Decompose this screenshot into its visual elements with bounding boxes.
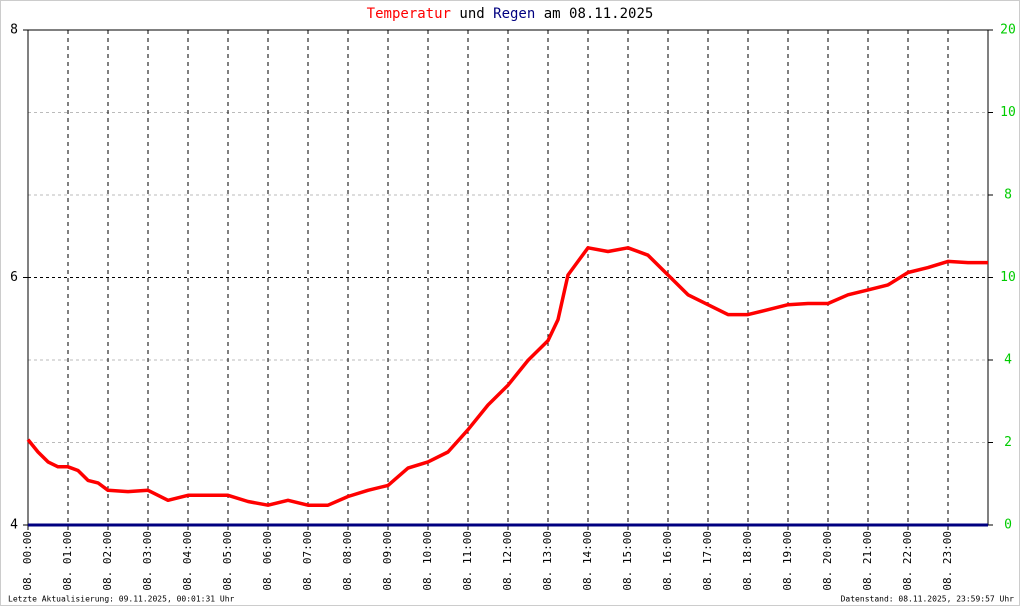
x-tick-label: 08. 14:00 xyxy=(581,531,594,591)
x-tick-label: 08. 18:00 xyxy=(741,531,754,591)
x-tick-label: 08. 07:00 xyxy=(301,531,314,591)
y2-tick-label: 4 xyxy=(1004,353,1012,368)
footer-right: Datenstand: 08.11.2025, 23:59:57 Uhr xyxy=(841,595,1015,604)
x-tick-label: 08. 08:00 xyxy=(341,531,354,591)
y2-tick-label: 10 xyxy=(1000,270,1016,285)
y2-tick-label: 10 xyxy=(1000,105,1016,120)
x-tick-label: 08. 15:00 xyxy=(621,531,634,591)
x-tick-label: 08. 02:00 xyxy=(101,531,114,591)
x-tick-label: 08. 11:00 xyxy=(461,531,474,591)
x-tick-label: 08. 10:00 xyxy=(421,531,434,591)
x-tick-label: 08. 22:00 xyxy=(901,531,914,591)
x-tick-label: 08. 00:00 xyxy=(21,531,34,591)
x-tick-label: 08. 12:00 xyxy=(501,531,514,591)
footer-left: Letzte Aktualisierung: 09.11.2025, 00:01… xyxy=(8,595,235,604)
title-series: Regen xyxy=(493,6,535,22)
x-tick-label: 08. 17:00 xyxy=(701,531,714,591)
x-tick-label: 08. 01:00 xyxy=(61,531,74,591)
x-tick-label: 08. 09:00 xyxy=(381,531,394,591)
y2-tick-label: 20 xyxy=(1000,23,1016,38)
x-tick-label: 08. 23:00 xyxy=(941,531,954,591)
y-tick-label: 4 xyxy=(10,518,18,533)
title-part: am 08.11.2025 xyxy=(544,6,654,22)
chart-title: Temperatur und Regen am 08.11.2025 xyxy=(367,6,654,22)
x-tick-label: 08. 21:00 xyxy=(861,531,874,591)
x-tick-label: 08. 03:00 xyxy=(141,531,154,591)
y2-tick-label: 0 xyxy=(1004,518,1012,533)
y-tick-label: 8 xyxy=(10,23,18,38)
x-tick-label: 08. 16:00 xyxy=(661,531,674,591)
x-tick-label: 08. 06:00 xyxy=(261,531,274,591)
series-line xyxy=(26,246,988,507)
x-tick-label: 08. 04:00 xyxy=(181,531,194,591)
y-tick-label: 6 xyxy=(10,270,18,285)
y2-tick-label: 8 xyxy=(1004,188,1012,203)
x-tick-label: 08. 20:00 xyxy=(821,531,834,591)
title-series: Temperatur xyxy=(367,6,451,22)
title-part: und xyxy=(459,6,484,22)
x-tick-label: 08. 19:00 xyxy=(781,531,794,591)
x-tick-label: 08. 05:00 xyxy=(221,531,234,591)
y2-tick-label: 2 xyxy=(1004,435,1012,450)
x-tick-label: 08. 13:00 xyxy=(541,531,554,591)
